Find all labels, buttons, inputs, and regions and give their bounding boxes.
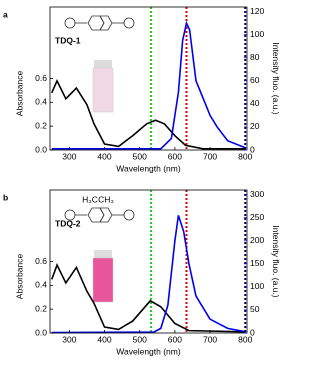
y2-tick-label: 80 xyxy=(250,52,260,62)
y-tick-label: 0.2 xyxy=(35,120,47,130)
x-tick-label: 800 xyxy=(238,334,252,344)
vial-a xyxy=(92,60,114,113)
compound-name: TDQ-1 xyxy=(55,35,81,45)
x-tick-label: 800 xyxy=(238,151,252,161)
y-axis-label: Absorbance xyxy=(14,71,24,117)
y2-tick-label: 200 xyxy=(250,235,264,245)
x-tick-label: 400 xyxy=(97,334,111,344)
structure-label: CH₃ xyxy=(98,194,114,204)
y2-tick-label: 300 xyxy=(250,189,264,199)
y2-tick-label: 40 xyxy=(250,98,260,108)
plot-frame xyxy=(49,189,248,334)
compound-name: TDQ-2 xyxy=(55,218,81,228)
x-tick-label: 700 xyxy=(203,151,217,161)
y2-tick-label: 100 xyxy=(250,29,264,39)
panel-label: a xyxy=(3,9,8,19)
y2-tick-label: 120 xyxy=(250,6,264,16)
series-line xyxy=(51,215,246,334)
structure-label: H₃C xyxy=(82,194,98,204)
x-tick-label: 600 xyxy=(168,334,182,344)
y2-tick-label: 150 xyxy=(250,258,264,268)
series-line xyxy=(51,263,246,333)
y2-tick-label: 0 xyxy=(250,144,255,154)
vial-b xyxy=(92,250,114,303)
y-tick-label: 0.4 xyxy=(35,280,47,290)
x-tick-label: 600 xyxy=(168,151,182,161)
y2-axis-label: Intensity fluo. (a.u.) xyxy=(271,225,281,297)
y2-tick-label: 60 xyxy=(250,75,260,85)
y2-axis-label: Intensity fluo. (a.u.) xyxy=(271,42,281,114)
y-tick-label: 0.4 xyxy=(35,97,47,107)
x-tick-label: 500 xyxy=(133,334,147,344)
y2-tick-label: 100 xyxy=(250,281,264,291)
y2-tick-label: 20 xyxy=(250,121,260,131)
y-tick-label: 0.0 xyxy=(35,144,47,154)
molecule-a xyxy=(64,15,135,31)
y-tick-label: 0.2 xyxy=(35,303,47,313)
figure: 300 400 500 600 700 8000.00.20.40.60204060801… xyxy=(3,6,281,356)
x-axis-label: Wavelength (nm) xyxy=(116,163,181,173)
x-tick-label: 500 xyxy=(133,151,147,161)
y2-tick-label: 250 xyxy=(250,212,264,222)
molecule-b xyxy=(64,207,135,223)
panel-label: b xyxy=(3,192,8,202)
y-tick-label: 0.6 xyxy=(35,73,47,83)
y2-tick-label: 50 xyxy=(250,304,260,314)
x-tick-label: 300 xyxy=(62,151,76,161)
y-tick-label: 0.0 xyxy=(35,327,47,337)
series-line xyxy=(51,20,246,150)
y2-tick-label: 0 xyxy=(250,327,255,337)
x-tick-label: 300 xyxy=(62,334,76,344)
x-tick-label: 700 xyxy=(203,334,217,344)
y-tick-label: 0.6 xyxy=(35,256,47,266)
x-tick-label: 400 xyxy=(97,151,111,161)
y-axis-label: Absorbance xyxy=(14,254,24,300)
x-axis-label: Wavelength (nm) xyxy=(116,346,181,356)
series-line xyxy=(51,78,246,150)
